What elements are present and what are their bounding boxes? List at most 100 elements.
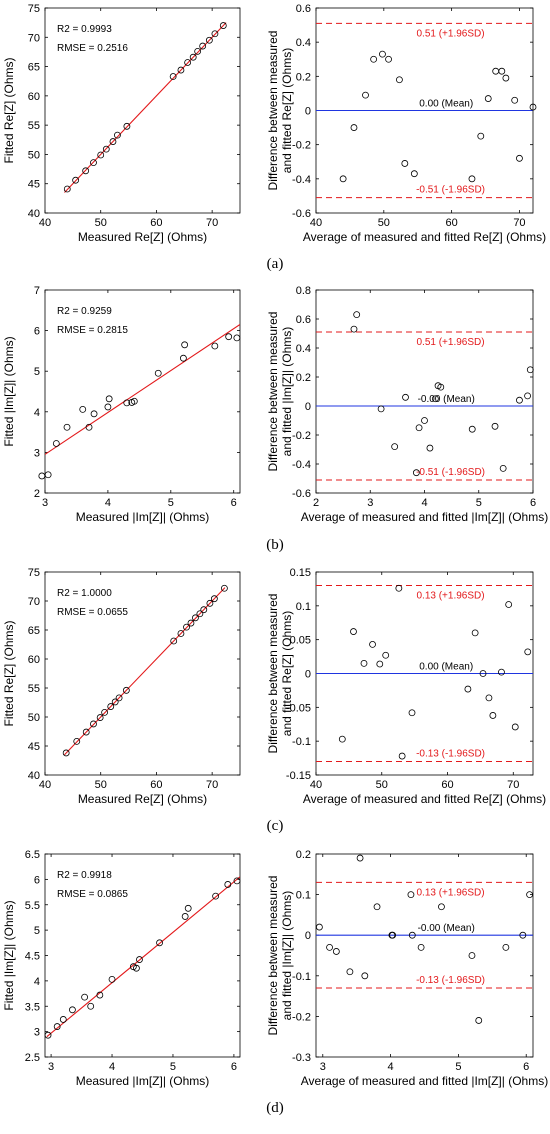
y-axis-label-line: Difference between measured	[266, 876, 280, 1036]
data-point	[205, 36, 213, 44]
y-tick-label: -0.6	[292, 208, 311, 220]
data-point	[101, 708, 109, 716]
data-point	[108, 975, 116, 983]
data-point	[410, 170, 418, 178]
data-point	[391, 443, 399, 451]
data-point	[82, 167, 90, 175]
y-tick-label: -0.2	[292, 140, 311, 152]
data-point	[206, 599, 214, 607]
data-point	[102, 145, 110, 153]
y-axis-label: Difference between measuredand fitted |I…	[266, 312, 294, 472]
data-point	[338, 735, 346, 743]
data-point	[491, 422, 499, 430]
y-tick-label: 65	[28, 625, 40, 637]
y-tick-label: 5	[34, 925, 40, 937]
lower-limit-label: -0.51 (-1.96SD)	[416, 467, 485, 478]
data-point	[350, 325, 358, 333]
data-point	[115, 694, 123, 702]
y-tick-label: -0.6	[292, 488, 311, 500]
x-tick-label: 4	[109, 1061, 115, 1073]
data-point	[395, 584, 403, 592]
data-point	[315, 923, 323, 931]
data-point	[233, 877, 241, 885]
x-axis-label: Average of measured and fitted Re[Z] (Oh…	[303, 792, 546, 806]
data-point	[233, 334, 241, 342]
data-point	[408, 709, 416, 717]
data-point	[379, 50, 386, 58]
data-point	[225, 333, 233, 341]
data-point	[526, 366, 534, 374]
data-point	[353, 311, 361, 319]
data-point	[59, 1016, 67, 1023]
data-point	[502, 943, 510, 951]
y-tick-label: 0.2	[296, 71, 311, 83]
y-tick-label: 75	[28, 3, 40, 15]
rmse-annotation: RMSE = 0.2516	[57, 43, 128, 54]
data-point	[468, 175, 476, 183]
data-point	[431, 395, 439, 403]
data-point	[224, 881, 232, 888]
data-point	[529, 103, 537, 111]
x-tick-label: 4	[421, 497, 427, 509]
data-point	[199, 42, 207, 50]
data-point	[170, 637, 178, 645]
x-tick-label: 60	[441, 779, 453, 791]
x-axis-label: Average of measured and fitted |Im[Z]| (…	[301, 510, 548, 524]
panel-label-d: (d)	[266, 1100, 284, 1116]
data-point	[154, 369, 162, 377]
y-tick-label: 0	[305, 669, 311, 681]
y-tick-label: -0.3	[292, 1052, 311, 1064]
y-tick-label: 2.5	[25, 1052, 40, 1064]
data-point	[485, 694, 493, 702]
data-point	[90, 159, 97, 167]
chart-d-left: 3 4 5 6 2.5 3 3.5 4 4.5 5 5.5 6 6.5 Measured |Im[Z]| …	[2, 849, 241, 1088]
data-point	[81, 993, 89, 1001]
y-axis-label: Difference between measuredand fitted Re…	[266, 31, 294, 191]
fit-line	[64, 22, 227, 193]
x-tick-label: 50	[95, 779, 107, 791]
plot-area	[44, 853, 241, 1058]
data-point	[63, 185, 71, 193]
data-point	[220, 584, 228, 592]
data-point	[498, 668, 505, 676]
data-point	[96, 714, 104, 721]
y-tick-label: 4	[34, 407, 40, 419]
data-point	[194, 47, 202, 55]
data-point	[38, 472, 46, 480]
data-point	[502, 74, 510, 82]
x-tick-label: 70	[507, 779, 519, 791]
data-point	[489, 712, 497, 719]
data-point	[104, 403, 112, 411]
data-point	[90, 720, 97, 728]
data-point	[415, 424, 423, 432]
x-tick-label: 70	[513, 217, 525, 229]
data-point	[133, 964, 140, 972]
y-tick-label: 0.2	[296, 372, 311, 384]
data-point	[389, 931, 397, 939]
x-tick-label: 60	[150, 217, 162, 229]
y-tick-label: -0.1	[292, 971, 311, 983]
data-point	[408, 931, 416, 939]
y-tick-label: -0.4	[292, 459, 311, 471]
data-point	[370, 55, 378, 63]
x-tick-label: 5	[170, 1061, 176, 1073]
upper-limit-label: 0.13 (+1.96SD)	[416, 887, 484, 898]
x-tick-label: 4	[388, 1061, 394, 1073]
plot-area	[44, 289, 241, 494]
data-point	[219, 22, 227, 29]
lower-limit-label: -0.13 (-1.96SD)	[416, 975, 485, 986]
y-tick-label: 6	[34, 326, 40, 338]
y-tick-label: 0.15	[290, 567, 311, 579]
y-tick-label: 50	[28, 712, 40, 724]
data-point	[350, 124, 358, 131]
x-axis-label: Measured |Im[Z]| (Ohms)	[76, 510, 210, 524]
data-point	[72, 176, 80, 184]
y-axis-label-line: Fitted |Im[Z]| (Ohms)	[2, 900, 16, 1010]
data-point	[96, 991, 104, 999]
fit-line	[46, 876, 240, 1038]
mean-label: 0.00 (Mean)	[419, 662, 473, 673]
data-point	[396, 76, 403, 84]
lower-limit-label: -0.13 (-1.96SD)	[416, 748, 485, 759]
y-tick-label: 0	[305, 930, 311, 942]
